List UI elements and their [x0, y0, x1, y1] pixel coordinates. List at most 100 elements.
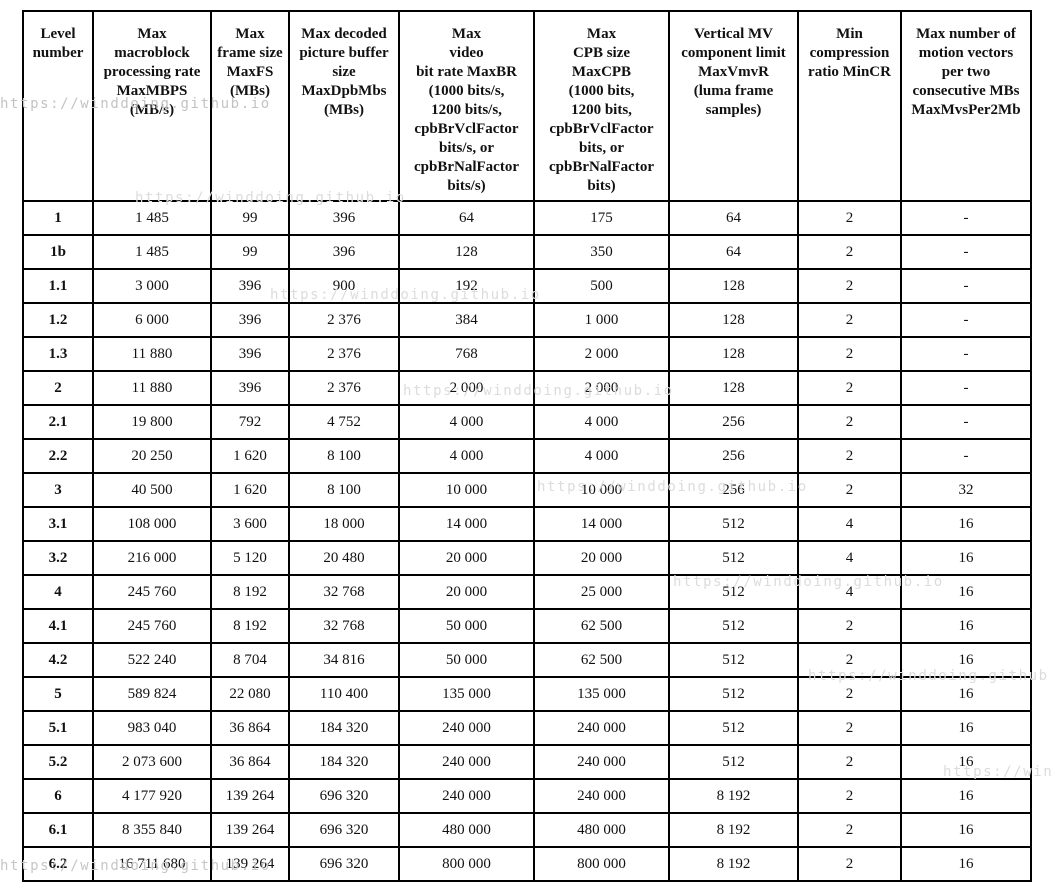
- maxvmvr-cell: 256: [668, 438, 799, 474]
- mincr-cell: 4: [797, 540, 902, 576]
- maxvmvr-cell: 512: [668, 540, 799, 576]
- level-cell: 6.1: [22, 812, 94, 848]
- maxvmvr-cell: 256: [668, 472, 799, 508]
- maxdpbmbs-cell: 8 100: [288, 438, 400, 474]
- level-cell: 4: [22, 574, 94, 610]
- level-cell: 4.1: [22, 608, 94, 644]
- table-row: 1 1 485 99 396 64 175 64 2 -: [22, 200, 1032, 236]
- level-cell: 6: [22, 778, 94, 814]
- maxcpb-cell: 2 000: [533, 336, 670, 372]
- maxbr-cell: 800 000: [398, 846, 535, 882]
- maxcpb-cell: 14 000: [533, 506, 670, 542]
- table-row: 1.1 3 000 396 900 192 500 128 2 -: [22, 268, 1032, 304]
- maxmvsper2mb-cell: 16: [900, 642, 1032, 678]
- level-cell: 2: [22, 370, 94, 406]
- maxcpb-cell: 240 000: [533, 778, 670, 814]
- maxdpbmbs-cell: 34 816: [288, 642, 400, 678]
- maxmvsper2mb-cell: -: [900, 302, 1032, 338]
- maxcpb-cell: 480 000: [533, 812, 670, 848]
- table-row: 5.2 2 073 600 36 864 184 320 240 000 240…: [22, 744, 1032, 780]
- table-row: 6 4 177 920 139 264 696 320 240 000 240 …: [22, 778, 1032, 814]
- maxmvsper2mb-cell: 16: [900, 540, 1032, 576]
- mincr-cell: 2: [797, 302, 902, 338]
- level-cell: 3: [22, 472, 94, 508]
- mincr-cell: 2: [797, 234, 902, 270]
- level-cell: 4.2: [22, 642, 94, 678]
- maxfs-cell: 99: [210, 200, 290, 236]
- maxmvsper2mb-cell: -: [900, 370, 1032, 406]
- maxvmvr-cell: 512: [668, 676, 799, 712]
- maxmvsper2mb-cell: -: [900, 336, 1032, 372]
- maxfs-cell: 3 600: [210, 506, 290, 542]
- maxmbps-cell: 108 000: [92, 506, 212, 542]
- level-cell: 5.2: [22, 744, 94, 780]
- maxfs-cell: 8 192: [210, 608, 290, 644]
- maxbr-cell: 20 000: [398, 574, 535, 610]
- maxfs-cell: 1 620: [210, 472, 290, 508]
- maxdpbmbs-cell: 184 320: [288, 744, 400, 780]
- maxmbps-cell: 6 000: [92, 302, 212, 338]
- maxvmvr-cell: 512: [668, 744, 799, 780]
- maxvmvr-cell: 512: [668, 710, 799, 746]
- maxmbps-cell: 983 040: [92, 710, 212, 746]
- maxbr-cell: 10 000: [398, 472, 535, 508]
- column-header-maxcpb: Max CPB size MaxCPB (1000 bits, 1200 bit…: [533, 10, 670, 202]
- maxdpbmbs-cell: 32 768: [288, 574, 400, 610]
- maxcpb-cell: 500: [533, 268, 670, 304]
- header-row: Level number Max macroblock processing r…: [22, 10, 1032, 202]
- maxcpb-cell: 350: [533, 234, 670, 270]
- maxmvsper2mb-cell: 16: [900, 744, 1032, 780]
- mincr-cell: 2: [797, 778, 902, 814]
- maxbr-cell: 768: [398, 336, 535, 372]
- maxvmvr-cell: 8 192: [668, 778, 799, 814]
- maxbr-cell: 192: [398, 268, 535, 304]
- maxdpbmbs-cell: 32 768: [288, 608, 400, 644]
- maxvmvr-cell: 64: [668, 200, 799, 236]
- maxdpbmbs-cell: 696 320: [288, 778, 400, 814]
- table-row: 5 589 824 22 080 110 400 135 000 135 000…: [22, 676, 1032, 712]
- maxdpbmbs-cell: 18 000: [288, 506, 400, 542]
- table-body: 1 1 485 99 396 64 175 64 2 - 1b 1 485 99…: [22, 200, 1032, 882]
- maxvmvr-cell: 512: [668, 642, 799, 678]
- maxcpb-cell: 175: [533, 200, 670, 236]
- maxcpb-cell: 62 500: [533, 608, 670, 644]
- maxbr-cell: 128: [398, 234, 535, 270]
- maxcpb-cell: 10 000: [533, 472, 670, 508]
- table-row: 1.2 6 000 396 2 376 384 1 000 128 2 -: [22, 302, 1032, 338]
- maxcpb-cell: 135 000: [533, 676, 670, 712]
- maxmvsper2mb-cell: -: [900, 234, 1032, 270]
- level-cell: 5.1: [22, 710, 94, 746]
- maxmvsper2mb-cell: 16: [900, 574, 1032, 610]
- maxmbps-cell: 1 485: [92, 234, 212, 270]
- maxmbps-cell: 40 500: [92, 472, 212, 508]
- maxmvsper2mb-cell: 16: [900, 608, 1032, 644]
- mincr-cell: 2: [797, 336, 902, 372]
- maxmvsper2mb-cell: 16: [900, 506, 1032, 542]
- maxbr-cell: 4 000: [398, 438, 535, 474]
- table-header: Level number Max macroblock processing r…: [22, 10, 1032, 202]
- maxmbps-cell: 11 880: [92, 370, 212, 406]
- maxmvsper2mb-cell: -: [900, 404, 1032, 440]
- maxmbps-cell: 245 760: [92, 608, 212, 644]
- maxmbps-cell: 4 177 920: [92, 778, 212, 814]
- maxmvsper2mb-cell: 16: [900, 846, 1032, 882]
- column-header-maxmvsper2mb: Max number of motion vectors per two con…: [900, 10, 1032, 202]
- maxdpbmbs-cell: 20 480: [288, 540, 400, 576]
- mincr-cell: 4: [797, 506, 902, 542]
- maxvmvr-cell: 512: [668, 608, 799, 644]
- mincr-cell: 2: [797, 200, 902, 236]
- maxvmvr-cell: 256: [668, 404, 799, 440]
- maxmvsper2mb-cell: 16: [900, 812, 1032, 848]
- level-cell: 5: [22, 676, 94, 712]
- maxbr-cell: 240 000: [398, 710, 535, 746]
- maxmvsper2mb-cell: 16: [900, 778, 1032, 814]
- level-cell: 1.1: [22, 268, 94, 304]
- maxbr-cell: 64: [398, 200, 535, 236]
- maxbr-cell: 4 000: [398, 404, 535, 440]
- maxbr-cell: 384: [398, 302, 535, 338]
- table-row: 3.1 108 000 3 600 18 000 14 000 14 000 5…: [22, 506, 1032, 542]
- table-row: 6.2 16 711 680 139 264 696 320 800 000 8…: [22, 846, 1032, 882]
- mincr-cell: 2: [797, 404, 902, 440]
- level-cell: 2.2: [22, 438, 94, 474]
